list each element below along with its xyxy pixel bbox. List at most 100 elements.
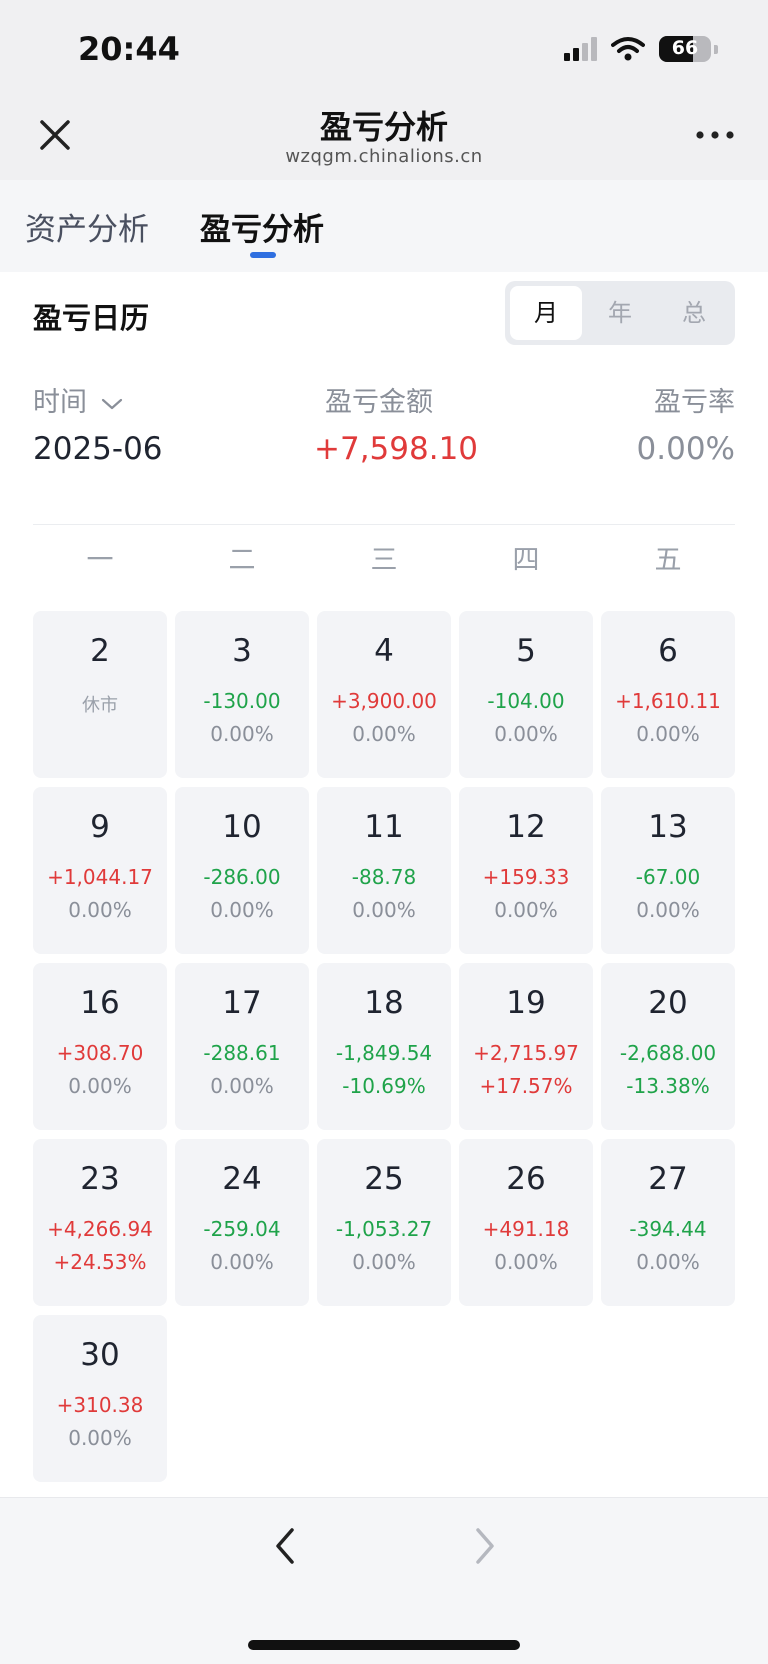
tab-pnl-analysis[interactable]: 盈亏分析 [200, 212, 324, 248]
calendar-day-cell[interactable]: 2 休市 [33, 611, 167, 778]
calendar-day-cell[interactable]: 11 -88.78 0.00% [317, 787, 451, 954]
day-number: 23 [80, 1161, 120, 1197]
day-pnl-amount: -1,053.27 [335, 1217, 433, 1241]
day-number: 26 [506, 1161, 546, 1197]
calendar-title: 盈亏日历 [33, 301, 150, 335]
day-number: 16 [80, 985, 120, 1021]
day-pnl-rate: 0.00% [352, 722, 416, 746]
day-pnl-amount: -259.04 [203, 1217, 281, 1241]
calendar-day-cell[interactable]: 10 -286.00 0.00% [175, 787, 309, 954]
divider [33, 524, 735, 525]
day-pnl-amount: -394.44 [629, 1217, 707, 1241]
calendar-day-cell[interactable]: 9 +1,044.17 0.00% [33, 787, 167, 954]
weekday-wed: 三 [370, 545, 398, 576]
day-pnl-amount: -288.61 [203, 1041, 281, 1065]
calendar-day-cell[interactable]: 4 +3,900.00 0.00% [317, 611, 451, 778]
day-pnl-amount: -1,849.54 [335, 1041, 433, 1065]
calendar-day-cell[interactable]: 16 +308.70 0.00% [33, 963, 167, 1130]
day-pnl-rate: +17.57% [479, 1074, 573, 1098]
day-number: 11 [364, 809, 404, 845]
day-pnl-rate: +24.53% [53, 1250, 147, 1274]
total-rate: 0.00% [636, 431, 735, 467]
day-pnl-amount: +308.70 [56, 1041, 144, 1065]
day-pnl-rate: 0.00% [494, 1250, 558, 1274]
amount-label: 盈亏金额 [325, 387, 433, 418]
day-number: 9 [90, 809, 110, 845]
cellular-signal-icon [564, 37, 597, 61]
status-icons: 66 [564, 36, 718, 62]
day-number: 20 [648, 985, 688, 1021]
tab-bar: 资产分析 盈亏分析 [0, 180, 768, 272]
day-number: 5 [516, 633, 536, 669]
day-pnl-amount: -130.00 [203, 689, 281, 713]
calendar-day-cell[interactable]: 12 +159.33 0.00% [459, 787, 593, 954]
calendar-day-cell[interactable]: 20 -2,688.00 -13.38% [601, 963, 735, 1130]
calendar-day-cell[interactable]: 23 +4,266.94 +24.53% [33, 1139, 167, 1306]
total-amount: +7,598.10 [314, 431, 479, 467]
day-number: 17 [222, 985, 262, 1021]
status-time: 20:44 [78, 30, 180, 68]
day-pnl-rate: 0.00% [68, 1426, 132, 1450]
day-number: 27 [648, 1161, 688, 1197]
tab-asset-analysis[interactable]: 资产分析 [25, 212, 149, 248]
day-pnl-rate: 0.00% [210, 1074, 274, 1098]
page-url: wzqgm.chinalions.cn [285, 146, 483, 167]
calendar-day-cell[interactable]: 27 -394.44 0.00% [601, 1139, 735, 1306]
period-month-button[interactable]: 月 [510, 286, 582, 340]
battery-level: 66 [671, 37, 699, 59]
day-number: 24 [222, 1161, 262, 1197]
day-number: 18 [364, 985, 404, 1021]
day-pnl-rate: 0.00% [68, 1074, 132, 1098]
calendar-day-cell[interactable]: 19 +2,715.97 +17.57% [459, 963, 593, 1130]
day-pnl-amount: +2,715.97 [473, 1041, 579, 1065]
forward-arrow-icon[interactable] [470, 1524, 500, 1568]
tab-indicator [250, 252, 276, 258]
day-pnl-rate: 0.00% [210, 722, 274, 746]
day-number: 30 [80, 1337, 120, 1373]
calendar-day-cell[interactable]: 26 +491.18 0.00% [459, 1139, 593, 1306]
calendar-day-cell[interactable]: 18 -1,849.54 -10.69% [317, 963, 451, 1130]
wifi-icon [611, 37, 645, 61]
day-pnl-amount: -88.78 [351, 865, 417, 889]
back-arrow-icon[interactable] [270, 1524, 300, 1568]
calendar-day-cell[interactable]: 24 -259.04 0.00% [175, 1139, 309, 1306]
day-pnl-amount: +491.18 [482, 1217, 570, 1241]
calendar-day-cell[interactable]: 13 -67.00 0.00% [601, 787, 735, 954]
day-pnl-amount: -67.00 [635, 865, 701, 889]
weekday-thu: 四 [512, 545, 540, 576]
calendar-day-cell[interactable]: 5 -104.00 0.00% [459, 611, 593, 778]
calendar-day-cell[interactable]: 3 -130.00 0.00% [175, 611, 309, 778]
day-pnl-amount: -104.00 [487, 689, 565, 713]
more-icon[interactable] [692, 120, 738, 150]
rate-label: 盈亏率 [654, 387, 735, 418]
day-number: 4 [374, 633, 394, 669]
day-pnl-amount: -2,688.00 [619, 1041, 717, 1065]
day-pnl-rate: 0.00% [352, 1250, 416, 1274]
market-closed-label: 休市 [82, 695, 118, 716]
weekday-fri: 五 [654, 545, 682, 576]
close-icon[interactable] [30, 110, 80, 160]
time-label: 时间 [33, 387, 87, 418]
day-pnl-rate: 0.00% [494, 722, 558, 746]
day-number: 6 [658, 633, 678, 669]
calendar-day-cell[interactable]: 6 +1,610.11 0.00% [601, 611, 735, 778]
browser-toolbar [0, 1497, 768, 1664]
time-filter[interactable]: 时间 [33, 380, 124, 419]
calendar-day-cell[interactable]: 25 -1,053.27 0.00% [317, 1139, 451, 1306]
weekday-tue: 二 [228, 545, 256, 576]
chevron-down-icon [101, 398, 122, 409]
day-number: 13 [648, 809, 688, 845]
day-pnl-amount: +1,610.11 [615, 689, 721, 713]
day-pnl-rate: 0.00% [210, 898, 274, 922]
period-total-button[interactable]: 总 [682, 299, 706, 327]
day-pnl-rate: -10.69% [342, 1074, 426, 1098]
selected-month: 2025-06 [33, 431, 163, 467]
calendar-day-cell[interactable]: 30 +310.38 0.00% [33, 1315, 167, 1482]
period-year-button[interactable]: 年 [608, 299, 632, 327]
calendar-day-cell[interactable]: 17 -288.61 0.00% [175, 963, 309, 1130]
weekday-mon: 一 [86, 545, 114, 576]
period-selector: 月 年 总 [505, 281, 735, 345]
day-pnl-amount: +310.38 [56, 1393, 144, 1417]
day-pnl-rate: 0.00% [636, 1250, 700, 1274]
battery-icon: 66 [659, 36, 711, 62]
